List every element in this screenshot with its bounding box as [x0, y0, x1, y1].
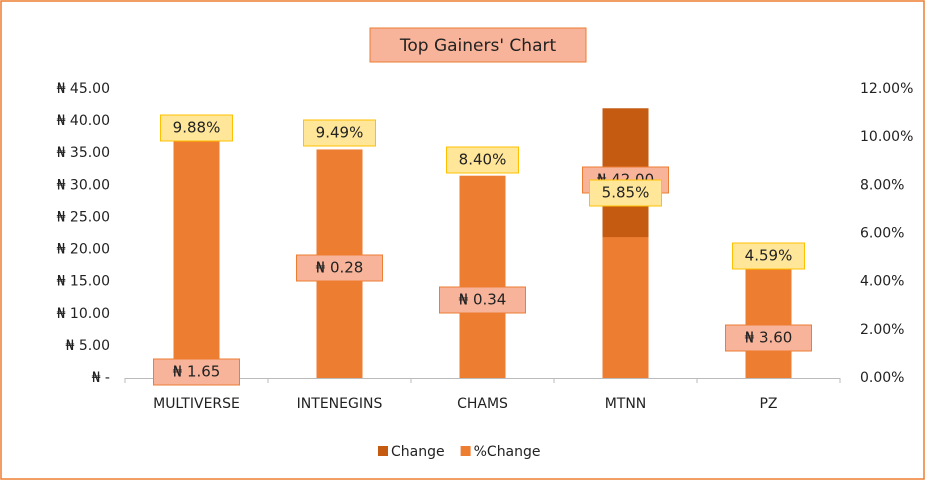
- x-tick-label: INTENEGINS: [297, 396, 383, 412]
- y-tick-label: ₦ 25.00: [57, 209, 110, 225]
- y2-tick-label: 6.00%: [860, 226, 904, 242]
- y-tick-label: ₦ 15.00: [57, 274, 110, 290]
- x-tick-label: MTNN: [605, 396, 647, 412]
- y-tick-label: ₦ 40.00: [57, 113, 110, 129]
- y2-tick-label: 8.00%: [860, 177, 904, 193]
- y2-tick-label: 10.00%: [860, 129, 913, 145]
- data-label: 9.88%: [173, 119, 221, 137]
- data-label: 4.59%: [745, 247, 793, 265]
- chart-title: Top Gainers' Chart: [399, 36, 557, 56]
- data-label: 8.40%: [459, 151, 507, 169]
- y2-tick-label: 0.00%: [860, 370, 904, 386]
- title-box: [369, 27, 587, 63]
- x-tick-label: CHAMS: [457, 396, 508, 412]
- x-tick-label: MULTIVERSE: [153, 396, 240, 412]
- data-label-box: [303, 119, 376, 147]
- y-tick-label: ₦ 45.00: [57, 81, 110, 97]
- legend-swatch: [378, 446, 388, 456]
- data-label-box: [153, 358, 240, 386]
- data-label-box: [589, 179, 662, 207]
- data-label-box: [160, 114, 233, 142]
- data-label: 9.49%: [316, 124, 364, 142]
- data-label-box: [725, 324, 812, 352]
- legend-swatch: [460, 446, 471, 456]
- data-label: 5.85%: [602, 184, 650, 202]
- data-label-box: [296, 254, 383, 282]
- data-label: ₦ 1.65: [173, 363, 221, 381]
- bar: [602, 237, 649, 378]
- y-tick-label: ₦ 30.00: [57, 177, 110, 193]
- data-label: ₦ 3.60: [745, 329, 793, 347]
- y-tick-label: ₦ 20.00: [57, 242, 110, 258]
- bar: [173, 140, 220, 378]
- y-tick-label: ₦ 5.00: [65, 338, 110, 354]
- data-label-box: [732, 242, 805, 270]
- data-label: ₦ 0.34: [459, 291, 507, 309]
- data-label-box: [439, 286, 526, 314]
- y-tick-label: ₦ 10.00: [57, 306, 110, 322]
- bar: [745, 267, 792, 378]
- data-label: ₦ 0.28: [316, 259, 364, 277]
- y2-tick-label: 12.00%: [860, 81, 913, 97]
- legend-label: %Change: [474, 444, 541, 460]
- y2-tick-label: 2.00%: [860, 322, 904, 338]
- bar: [459, 175, 506, 378]
- y-tick-label: ₦ 35.00: [57, 145, 110, 161]
- legend-label: Change: [391, 444, 445, 460]
- y-tick-label: ₦ -: [92, 370, 110, 386]
- y2-tick-label: 4.00%: [860, 274, 904, 290]
- x-tick-label: PZ: [759, 396, 777, 412]
- data-label-box: [446, 146, 519, 174]
